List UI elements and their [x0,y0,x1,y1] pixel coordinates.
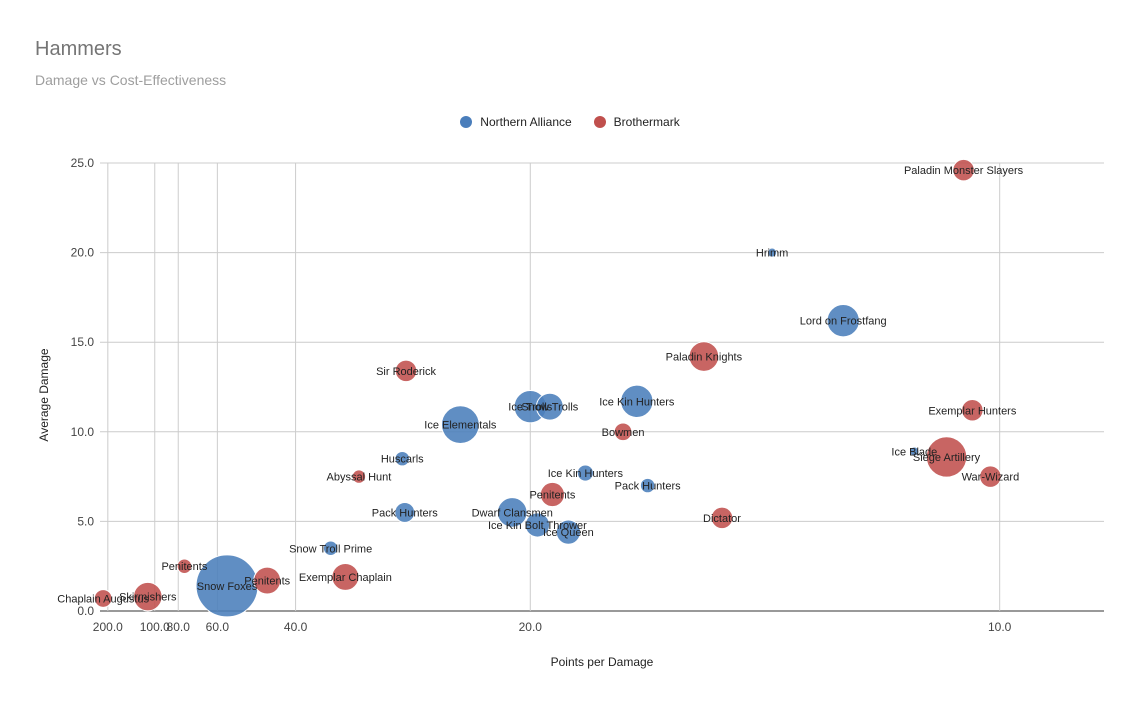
legend-item-northern-alliance[interactable]: Northern Alliance [460,115,572,129]
bubble-label: Ice Kin Bolt Thrower [488,520,587,532]
bubble-label: Dictator [703,513,741,525]
bubble-label: Penitents [529,490,575,502]
bubble-brothermark [331,563,360,591]
bubble-northern-alliance [535,392,564,421]
chart-bubble-labels: Snow Foxes Siege Artillery Ice Elementals L… [57,165,1023,605]
bubble-northern-alliance [394,502,416,523]
x-tick-label: 100.0 [140,620,170,634]
bubble-brothermark [93,589,113,608]
bubble-label: Huscarls [381,454,424,466]
bubble-northern-alliance [576,464,594,482]
bubble-label: Hrimm [756,248,788,260]
bubble-brothermark [688,341,720,372]
bubble-brothermark [253,566,282,595]
bubble-northern-alliance [555,519,581,545]
bubble-northern-alliance [496,497,528,528]
bubble-northern-alliance [826,304,860,338]
y-tick-label: 5.0 [77,514,94,528]
bubble-label: Pack Hunters [615,481,682,493]
y-tick-label: 25.0 [71,156,95,170]
bubble-brothermark [961,399,984,422]
x-tick-label: 60.0 [206,620,230,634]
bubble-label: Ice Kin Hunters [599,396,675,408]
y-tick-label: 0.0 [77,604,94,618]
bubble-label: Dwarf Clansmen [472,507,553,519]
bubble-label: Ice Queen [543,527,594,539]
bubble-label: Pack Hunters [372,507,439,519]
bubble-label: Snow Trolls [521,402,578,414]
chart-bubbles [93,158,1002,618]
bubble-label: Bowmen [602,427,645,439]
bubble-brothermark [613,422,633,442]
x-axis-title: Points per Damage [551,655,654,669]
bubble-brothermark [952,158,975,182]
x-tick-label: 80.0 [167,620,191,634]
bubble-label: Snow Foxes [197,581,258,593]
bubble-brothermark [133,581,163,612]
bubble-label: Exemplar Chaplain [299,572,392,584]
bubble-label: Ice Blade [891,447,937,459]
x-tick-label: 20.0 [519,620,543,634]
bubble-label: Paladin Knights [666,352,743,364]
bubble-label: Ice Trolls [508,402,553,414]
x-tick-label: 10.0 [988,620,1012,634]
bubble-northern-alliance [441,405,480,444]
y-tick-label: 15.0 [71,335,95,349]
bubble-label: Ice Kin Hunters [548,468,624,480]
bubble-label: Abyssal Hunt [327,472,392,484]
bubble-label: Lord on Frostfang [800,316,887,328]
bubble-northern-alliance [620,384,654,418]
chart-axes: 0.0 5.0 10.0 15.0 20.0 25.0 200.0 100.080.0 60.0… [71,156,1012,634]
legend: Northern Alliance Brothermark [0,115,1140,129]
bubble-brothermark [176,558,193,574]
bubble-brothermark [979,465,1002,488]
bubble-brothermark [539,481,566,508]
bubble-northern-alliance [767,247,778,258]
chart-title: Hammers [35,38,122,60]
bubble-label: Snow Troll Prime [289,543,372,555]
bubble-label: Sir Roderick [376,366,436,378]
bubble-label: Exemplar Hunters [928,405,1017,417]
bubble-northern-alliance [909,446,920,457]
bubble-northern-alliance [322,540,339,557]
bubble-northern-alliance [394,450,411,467]
bubble-brothermark [925,436,968,478]
bubble-label: Chaplain Augustus [57,593,149,605]
bubble-brothermark [394,359,418,383]
y-tick-label: 20.0 [71,246,95,260]
y-axis-title: Average Damage [37,348,51,441]
legend-label-northern-alliance: Northern Alliance [480,115,572,129]
legend-swatch-northern-alliance [460,116,473,128]
x-tick-label: 40.0 [284,620,308,634]
bubble-brothermark [710,506,734,530]
bubble-label: Skirmishers [119,592,177,604]
bubble-label: Paladin Monster Slayers [904,165,1024,177]
bubble-label: Penitents [244,576,290,588]
bubble-label: War-Wizard [962,472,1020,484]
bubble-label: Siege Artillery [913,452,981,464]
legend-swatch-brothermark [593,116,606,128]
bubble-northern-alliance [524,512,551,538]
chart-grid [100,162,1104,612]
y-tick-label: 10.0 [71,425,95,439]
bubble-label: Penitents [161,561,207,573]
legend-label-brothermark: Brothermark [613,115,680,129]
bubble-brothermark [351,469,367,484]
chart-subtitle: Damage vs Cost-Effectiveness [35,72,227,88]
bubble-label: Ice Elementals [424,420,497,432]
legend-item-brothermark[interactable]: Brothermark [593,115,680,129]
x-tick-label: 200.0 [93,620,123,634]
bubble-northern-alliance [639,477,656,494]
